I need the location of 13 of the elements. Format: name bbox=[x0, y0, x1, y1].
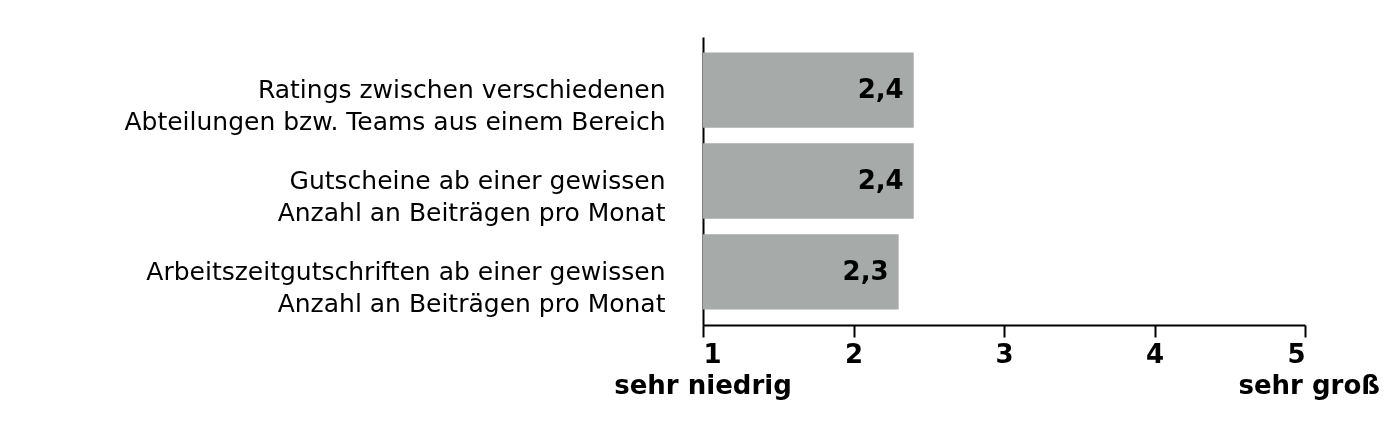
text: sehr niedrig bbox=[614, 370, 792, 400]
data-label: 2,4 bbox=[857, 165, 904, 195]
data-label: 2,3 bbox=[842, 255, 889, 286]
y-tick-label: Ratings zwischen verschiedenen Abteilungen bzw. Teams aus einem Bereich bbox=[124, 75, 666, 137]
x-tick-label: 4 bbox=[1145, 338, 1165, 369]
y-tick-label: Gutscheine ab einer gewissen Anzahl an Beiträgen pro Monat bbox=[277, 166, 666, 227]
x-tick-label: 5 bbox=[1287, 338, 1306, 369]
y-tick-label: Arbeitszeitgutschriften ab einer gewissen Anzahl an Beiträgen pro Monat bbox=[146, 256, 666, 318]
data-label: 2,4 bbox=[857, 74, 904, 105]
x-tick-label: 1 bbox=[703, 338, 722, 369]
x-tick-label: 2 bbox=[844, 338, 864, 369]
x-tick-label: 3 bbox=[995, 338, 1014, 369]
text: sehr groß bbox=[1238, 370, 1380, 400]
